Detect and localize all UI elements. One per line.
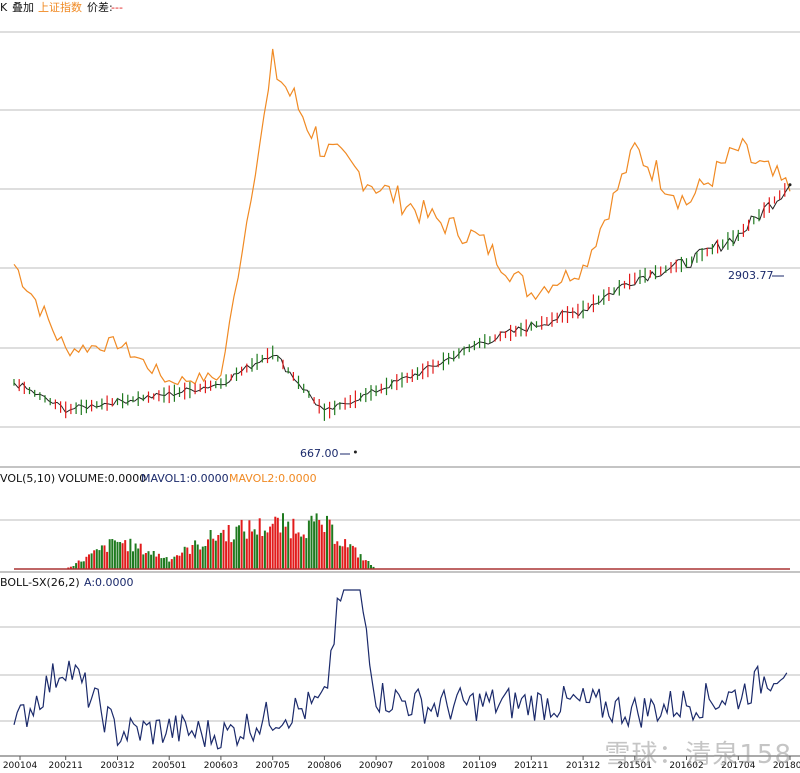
low-marker xyxy=(353,450,357,454)
volume-title: VOL(5,10) xyxy=(0,472,55,485)
price-gridlines xyxy=(0,31,800,428)
x-tick-label: 200104 xyxy=(3,761,38,771)
price-diff-value: --- xyxy=(111,1,123,14)
x-tick-label: 200806 xyxy=(307,761,342,771)
index-series-line xyxy=(13,48,791,386)
x-tick-label: 200705 xyxy=(256,761,290,771)
x-tick-label: 201109 xyxy=(462,761,497,771)
indicator-line xyxy=(13,589,788,750)
overlay-index-name[interactable]: 上证指数 xyxy=(38,0,82,14)
x-tick-label: 201008 xyxy=(411,761,446,771)
high-marker xyxy=(788,183,792,187)
indicator-title: BOLL-SX(26,2) xyxy=(0,576,80,589)
x-tick-label: 201501 xyxy=(618,761,652,771)
x-tick-label: 201806 xyxy=(773,761,800,771)
volume-bars-layer xyxy=(14,513,790,570)
watermark-text: 雪球：清泉158 xyxy=(604,740,792,770)
annotation-high: 2903.77 xyxy=(728,269,774,282)
x-tick-label: 201704 xyxy=(721,761,756,771)
indicator-series-layer xyxy=(13,589,788,750)
annotation-low: 667.00 xyxy=(300,447,339,460)
x-tick-label: 200312 xyxy=(100,761,134,771)
x-tick-label: 201602 xyxy=(669,761,703,771)
volume-ma2-label: MAVOL2:0.0000 xyxy=(229,472,317,485)
x-tick-label: 201312 xyxy=(566,761,600,771)
indicator-a-label: A:0.0000 xyxy=(84,576,134,589)
volume-label: VOLUME:0.0000 xyxy=(58,472,146,485)
x-tick-label: 200907 xyxy=(359,761,393,771)
volume-ma1-label: MAVOL1:0.0000 xyxy=(141,472,229,485)
x-axis-ticks: 200104 200211 200312 200501 200603 200705 2008… xyxy=(3,756,800,771)
price-diff-label: 价差: xyxy=(87,0,113,14)
x-tick-label: 200603 xyxy=(204,761,238,771)
x-tick-label: 200211 xyxy=(49,761,83,771)
x-tick-label: 200501 xyxy=(152,761,186,771)
price-series-layer xyxy=(13,48,792,454)
header-prefix: K xyxy=(0,1,8,14)
x-tick-label: 201211 xyxy=(514,761,548,771)
overlay-label: 叠加 xyxy=(12,1,34,14)
